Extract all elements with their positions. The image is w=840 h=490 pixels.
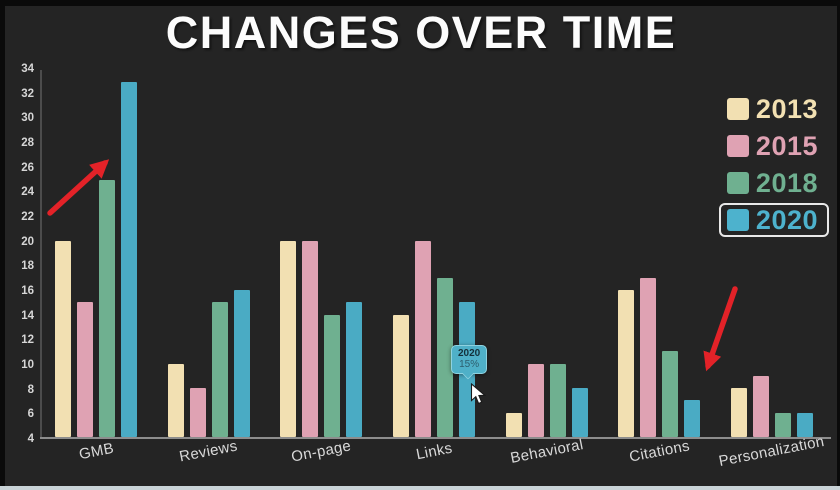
x-axis-line — [40, 437, 831, 439]
bar-links-2018[interactable] — [437, 278, 454, 437]
bar-gmb-2018[interactable] — [99, 180, 116, 437]
bar-links-2013[interactable] — [393, 314, 410, 437]
y-tick-label: 20 — [21, 235, 34, 248]
bar-citations-2020[interactable] — [684, 400, 701, 437]
legend-label-2015: 2015 — [755, 131, 818, 161]
bar-reviews-2015[interactable] — [189, 388, 206, 437]
legend-label-2018: 2018 — [755, 168, 818, 198]
y-tick-label: 24 — [21, 186, 34, 199]
bar-reviews-2013[interactable] — [167, 363, 184, 437]
bar-behavioral-2020[interactable] — [571, 388, 588, 437]
hover-tooltip: 2020 15% — [451, 345, 488, 380]
bar-links-2015[interactable] — [415, 241, 432, 437]
y-tick-label: 14 — [21, 309, 34, 322]
bar-personalization-2020[interactable] — [796, 412, 813, 437]
legend-item-2013[interactable]: 2013 — [719, 92, 829, 126]
legend-swatch-2020 — [726, 209, 749, 231]
tooltip-value-label: 15% — [459, 359, 480, 370]
category-label-behavioral: Behavioral — [508, 436, 585, 467]
bar-on-page-2018[interactable] — [324, 314, 341, 437]
y-tick-label: 34 — [21, 63, 34, 75]
x-label-cell: Links — [378, 439, 491, 464]
category-label-on-page: On-page — [290, 437, 353, 466]
bar-plot-area — [40, 70, 828, 437]
y-tick-label: 12 — [21, 334, 34, 347]
x-label-cell: On-page — [265, 437, 378, 465]
y-tick-label: 8 — [27, 383, 34, 396]
bar-personalization-2013[interactable] — [730, 388, 747, 437]
bar-gmb-2015[interactable] — [77, 302, 94, 437]
legend-swatch-2018 — [726, 172, 749, 194]
legend-item-2018[interactable]: 2018 — [719, 166, 829, 200]
bar-behavioral-2018[interactable] — [549, 363, 566, 437]
x-label-cell: GMB — [40, 439, 153, 464]
y-axis-tick-labels: 34 32 30 28 26 24 22 20 18 16 14 12 10 8 6 4 — [5, 63, 34, 445]
legend-item-2015[interactable]: 2015 — [719, 129, 829, 163]
legend-label-2020: 2020 — [755, 205, 818, 235]
bar-group-citations — [603, 70, 716, 437]
y-tick-label: 6 — [27, 408, 34, 421]
x-label-cell: Behavioral — [490, 436, 603, 467]
bar-group-gmb — [40, 70, 153, 437]
bar-personalization-2015[interactable] — [752, 375, 769, 437]
legend: 2013 2015 2018 2020 — [718, 92, 829, 237]
bar-citations-2013[interactable] — [618, 290, 635, 437]
mouse-cursor-icon — [470, 383, 487, 405]
bottom-edge-strip — [0, 486, 840, 490]
bar-group-on-page — [265, 70, 378, 437]
legend-swatch-2015 — [726, 135, 749, 157]
y-tick-label: 10 — [21, 358, 34, 371]
category-label-reviews: Reviews — [178, 437, 240, 466]
y-tick-label: 22 — [21, 210, 34, 223]
legend-item-2020[interactable]: 2020 — [718, 203, 829, 237]
bar-on-page-2015[interactable] — [302, 241, 319, 437]
y-tick-label: 18 — [21, 260, 34, 273]
x-label-cell: Personalization — [715, 433, 828, 470]
legend-swatch-2013 — [726, 98, 749, 120]
bar-gmb-2020[interactable] — [121, 82, 138, 437]
bar-on-page-2013[interactable] — [280, 241, 297, 437]
y-tick-label: 32 — [21, 87, 34, 100]
bar-group-links — [378, 70, 491, 437]
x-label-cell: Reviews — [153, 438, 266, 466]
bar-gmb-2013[interactable] — [55, 241, 72, 437]
tooltip-series-label: 2020 — [458, 348, 481, 359]
y-tick-label: 4 — [27, 432, 34, 445]
y-tick-label: 28 — [21, 136, 34, 149]
bar-reviews-2020[interactable] — [233, 290, 250, 437]
bar-citations-2015[interactable] — [640, 278, 657, 437]
category-label-gmb: GMB — [77, 439, 116, 464]
y-tick-label: 26 — [21, 161, 34, 174]
y-axis-line — [40, 70, 42, 439]
bar-on-page-2020[interactable] — [346, 302, 363, 437]
y-tick-label: 16 — [21, 284, 34, 297]
bar-group-behavioral — [490, 70, 603, 437]
chart-canvas: CHANGES OVER TIME 34 32 30 28 26 24 22 20 18 16 14… — [5, 6, 837, 486]
bar-personalization-2018[interactable] — [774, 412, 791, 437]
chart-title: CHANGES OVER TIME — [165, 7, 677, 58]
bar-behavioral-2013[interactable] — [505, 412, 522, 437]
bar-group-reviews — [153, 70, 266, 437]
bar-reviews-2018[interactable] — [211, 302, 228, 437]
x-axis-category-labels: GMB Reviews On-page Links Behavioral Citation… — [40, 433, 828, 470]
bar-behavioral-2015[interactable] — [527, 363, 544, 437]
category-label-links: Links — [414, 439, 454, 464]
bar-group-personalization — [715, 70, 828, 437]
x-label-cell: Citations — [603, 437, 716, 465]
y-tick-label: 30 — [21, 112, 34, 125]
legend-label-2013: 2013 — [755, 94, 818, 124]
bar-citations-2018[interactable] — [662, 351, 679, 437]
category-label-citations: Citations — [627, 437, 691, 466]
